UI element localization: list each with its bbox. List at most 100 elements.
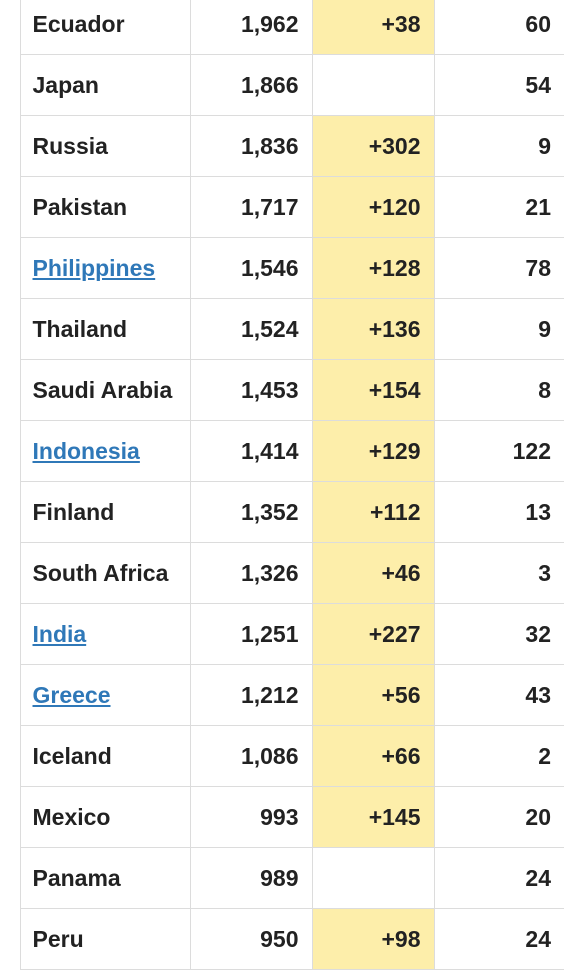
total-cell: 1,962 xyxy=(189,0,312,55)
new-cell: +145 xyxy=(311,786,434,848)
country-link[interactable]: India xyxy=(32,620,87,647)
country-name: Panama xyxy=(32,864,121,891)
last-cell: 13 xyxy=(433,481,564,543)
new-cell: +46 xyxy=(311,542,434,604)
total-cell: 1,352 xyxy=(189,481,312,543)
country-cell: Mexico xyxy=(19,786,190,848)
country-cell: Thailand xyxy=(19,298,190,360)
table-row: Japan 1,866 54 xyxy=(0,54,564,116)
country-cell: Pakistan xyxy=(19,176,190,238)
country-name: Iceland xyxy=(32,742,112,769)
total-cell: 1,866 xyxy=(189,54,312,116)
row-gutter xyxy=(0,238,20,299)
row-gutter xyxy=(0,55,20,116)
country-link[interactable]: Indonesia xyxy=(32,437,140,464)
country-name: Thailand xyxy=(32,315,128,342)
new-cell: +154 xyxy=(311,359,434,421)
last-cell: 32 xyxy=(433,603,564,665)
row-gutter xyxy=(0,299,20,360)
new-cell: +56 xyxy=(311,664,434,726)
country-cell: Russia xyxy=(19,115,190,177)
last-cell: 24 xyxy=(433,908,564,970)
country-cell: Panama xyxy=(19,847,190,909)
total-cell: 1,414 xyxy=(189,420,312,482)
table-row: Indonesia 1,414 +129 122 xyxy=(0,420,564,482)
row-gutter xyxy=(0,421,20,482)
row-gutter xyxy=(0,482,20,543)
last-cell: 21 xyxy=(433,176,564,238)
total-cell: 950 xyxy=(189,908,312,970)
table-row: Panama 989 24 xyxy=(0,847,564,909)
table-row: Pakistan 1,717 +120 21 xyxy=(0,176,564,238)
row-gutter xyxy=(0,116,20,177)
table-row: Mexico 993 +145 20 xyxy=(0,786,564,848)
last-cell: 3 xyxy=(433,542,564,604)
new-cell xyxy=(311,54,434,116)
country-name: Mexico xyxy=(32,803,111,830)
last-cell: 9 xyxy=(433,115,564,177)
table-row: Russia 1,836 +302 9 xyxy=(0,115,564,177)
total-cell: 1,086 xyxy=(189,725,312,787)
table-row: Peru 950 +98 24 xyxy=(0,908,564,970)
row-gutter xyxy=(0,787,20,848)
last-cell: 24 xyxy=(433,847,564,909)
country-cell: Peru xyxy=(19,908,190,970)
table-row: Iceland 1,086 +66 2 xyxy=(0,725,564,787)
new-cell: +128 xyxy=(311,237,434,299)
row-gutter xyxy=(0,909,20,970)
last-cell: 78 xyxy=(433,237,564,299)
total-cell: 1,836 xyxy=(189,115,312,177)
table-row: Philippines 1,546 +128 78 xyxy=(0,237,564,299)
country-link[interactable]: Philippines xyxy=(32,254,156,281)
last-cell: 9 xyxy=(433,298,564,360)
row-gutter xyxy=(0,543,20,604)
table-row: Finland 1,352 +112 13 xyxy=(0,481,564,543)
country-cell: Japan xyxy=(19,54,190,116)
country-cell: South Africa xyxy=(19,542,190,604)
new-cell: +98 xyxy=(311,908,434,970)
last-cell: 8 xyxy=(433,359,564,421)
table-row: Greece 1,212 +56 43 xyxy=(0,664,564,726)
row-gutter xyxy=(0,360,20,421)
table-row: Ecuador 1,962 +38 60 xyxy=(0,0,564,55)
country-name: Pakistan xyxy=(32,193,128,220)
row-gutter xyxy=(0,604,20,665)
country-cell: Saudi Arabia xyxy=(19,359,190,421)
new-cell: +227 xyxy=(311,603,434,665)
new-cell: +129 xyxy=(311,420,434,482)
country-cell: Indonesia xyxy=(19,420,190,482)
table-row: India 1,251 +227 32 xyxy=(0,603,564,665)
new-cell: +136 xyxy=(311,298,434,360)
country-cell: Greece xyxy=(19,664,190,726)
total-cell: 1,524 xyxy=(189,298,312,360)
total-cell: 1,251 xyxy=(189,603,312,665)
country-name: Peru xyxy=(32,925,84,952)
last-cell: 20 xyxy=(433,786,564,848)
row-gutter xyxy=(0,0,20,55)
country-cell: Ecuador xyxy=(19,0,190,55)
total-cell: 989 xyxy=(189,847,312,909)
total-cell: 1,717 xyxy=(189,176,312,238)
country-cell: Philippines xyxy=(19,237,190,299)
last-cell: 2 xyxy=(433,725,564,787)
total-cell: 993 xyxy=(189,786,312,848)
row-gutter xyxy=(0,177,20,238)
table-row: Saudi Arabia 1,453 +154 8 xyxy=(0,359,564,421)
last-cell: 122 xyxy=(433,420,564,482)
country-name: Finland xyxy=(32,498,115,525)
new-cell: +112 xyxy=(311,481,434,543)
country-name: South Africa xyxy=(32,559,169,586)
country-name: Russia xyxy=(32,132,108,159)
country-cell: Finland xyxy=(19,481,190,543)
total-cell: 1,212 xyxy=(189,664,312,726)
last-cell: 60 xyxy=(433,0,564,55)
last-cell: 54 xyxy=(433,54,564,116)
new-cell xyxy=(311,847,434,909)
country-name: Saudi Arabia xyxy=(32,376,173,403)
country-link[interactable]: Greece xyxy=(32,681,111,708)
last-cell: 43 xyxy=(433,664,564,726)
new-cell: +66 xyxy=(311,725,434,787)
